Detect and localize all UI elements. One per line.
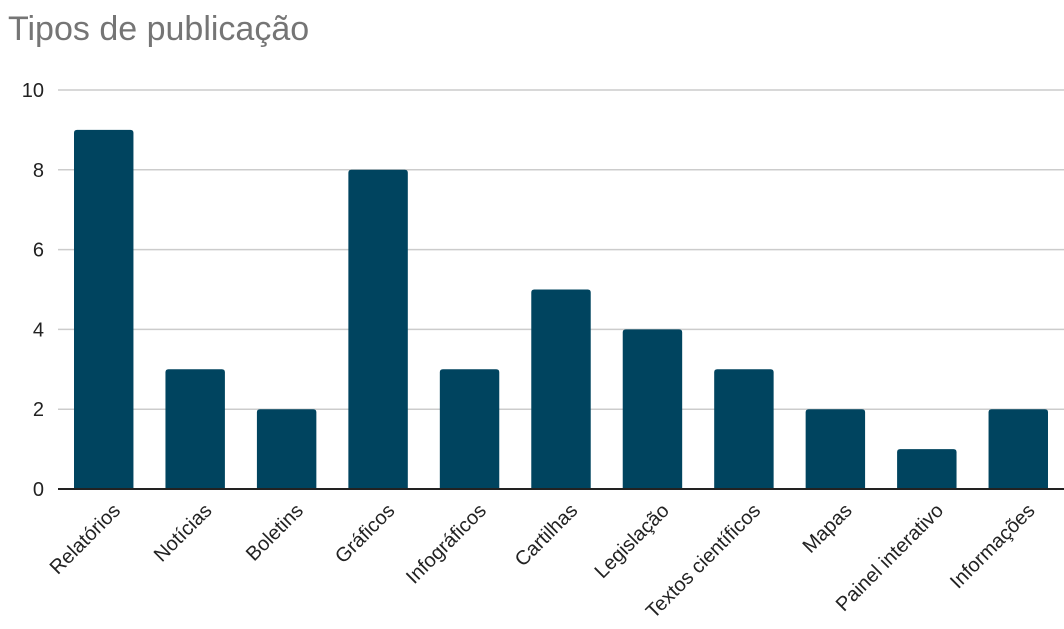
x-axis-ticks: Relatórios Notícias Boletins Gráficos Infogr… — [46, 500, 1040, 623]
bar-2 — [256, 409, 317, 489]
x-tick-label: Infográficos — [402, 500, 491, 589]
x-tick-label: Cartilhas — [511, 500, 582, 571]
y-tick-label: 2 — [33, 399, 44, 421]
x-tick-label: Boletins — [242, 500, 308, 566]
y-tick-label: 4 — [33, 319, 44, 341]
y-axis-ticks: 0 2 4 6 8 10 — [22, 80, 44, 501]
chart-title: Tipos de publicação — [8, 10, 310, 48]
bar-0 — [74, 129, 134, 489]
bar-7 — [714, 369, 774, 489]
x-tick-label: Legislação — [591, 500, 674, 583]
x-tick-label: Informações — [946, 500, 1039, 593]
x-tick-label: Gráficos — [331, 500, 399, 568]
y-tick-label: 6 — [33, 240, 44, 262]
bar-5 — [531, 289, 591, 489]
bar-4 — [439, 369, 500, 489]
x-tick-label: Mapas — [799, 500, 857, 558]
bar-3 — [348, 169, 408, 490]
bar-8 — [805, 409, 866, 489]
bar-10 — [988, 409, 1048, 489]
bars — [74, 129, 1048, 490]
y-tick-label: 8 — [33, 160, 44, 182]
bar-1 — [165, 369, 225, 489]
y-tick-label: 0 — [33, 479, 44, 501]
x-tick-label: Relatórios — [46, 500, 125, 579]
x-tick-label: Notícias — [150, 500, 217, 567]
bar-6 — [622, 329, 683, 489]
bar-9 — [897, 449, 957, 489]
y-tick-label: 10 — [22, 80, 44, 102]
